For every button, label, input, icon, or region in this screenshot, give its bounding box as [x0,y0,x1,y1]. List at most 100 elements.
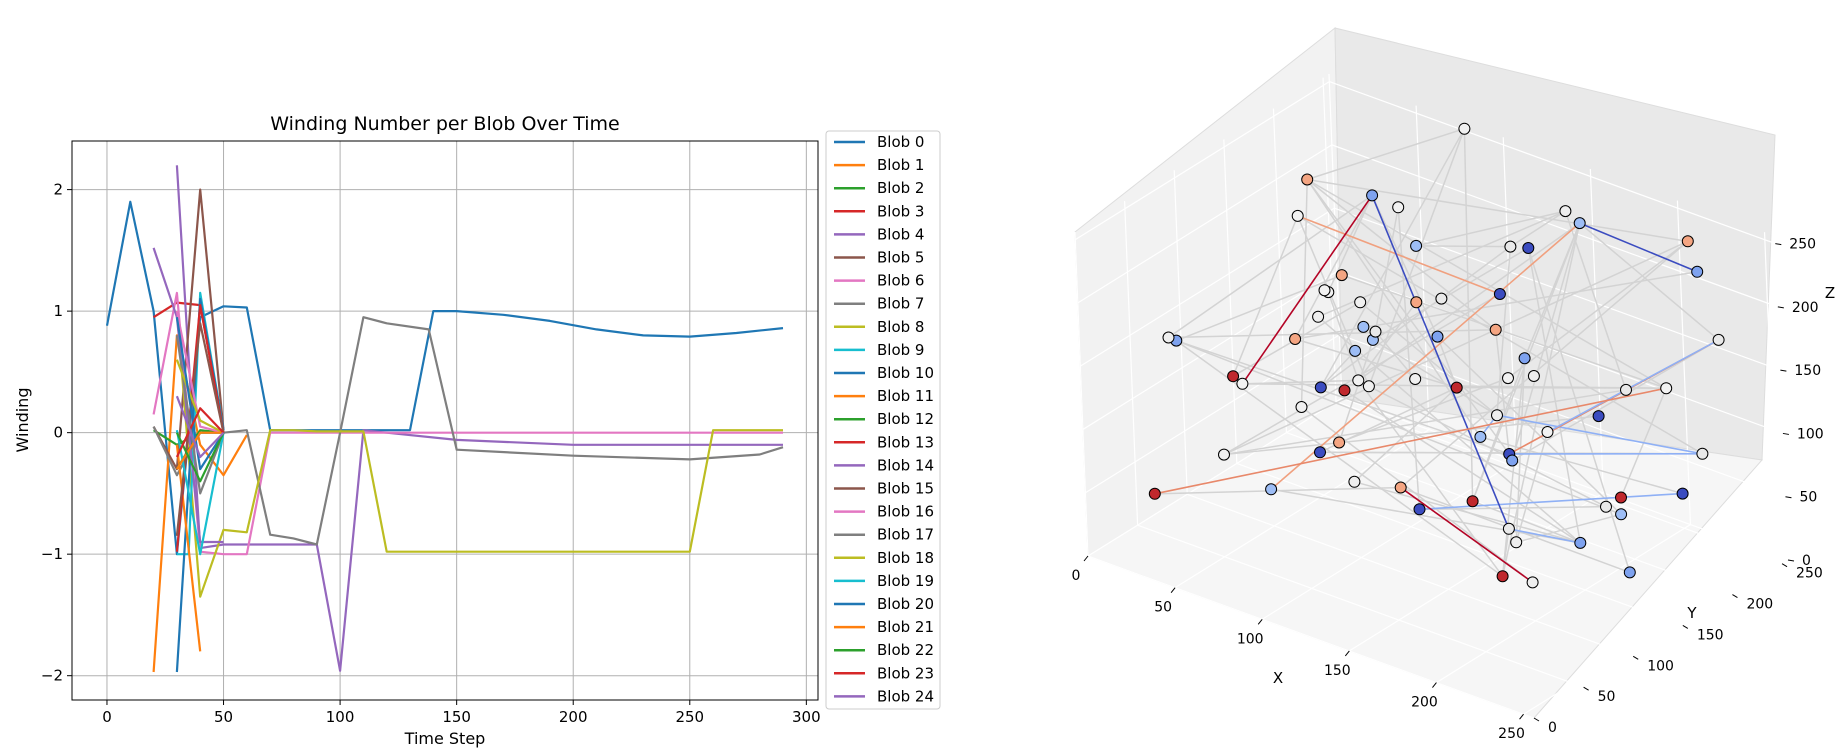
path-segment [1368,385,1607,508]
z-tick-label-3d: 0 [1802,553,1811,569]
path-segment [1494,329,1510,455]
series-line-19 [175,429,225,556]
grid-line-3d [1523,555,1778,715]
scatter-point [1362,380,1375,393]
x-tick-label: 100 [326,708,355,726]
z-tick-label-3d: 200 [1792,300,1819,316]
scatter-point [1410,296,1423,309]
legend-label: Blob 1 [877,156,924,174]
path-segment [1400,240,1689,489]
scatter-point [1574,536,1587,549]
scatter-point [1289,333,1302,345]
scatter-point [1510,536,1523,549]
z-tick-label-3d: 150 [1794,363,1821,379]
z-tick-label-3d: 100 [1797,426,1824,442]
path-segment-colored [1400,486,1534,584]
x-tick-label-3d: 200 [1411,695,1438,711]
y-tick-label-3d: 0 [1548,720,1557,736]
series-line-22 [175,432,225,483]
series-line-11 [175,444,202,652]
path-segment [1306,178,1667,389]
grid-line-3d [1329,81,1776,245]
scatter-point [1335,269,1348,282]
path-segment [1579,222,1720,341]
scatter-point [1318,284,1331,297]
path-segment-colored [1419,492,1683,511]
y-ticks: −2 −1 0 1 2 [41,181,72,685]
path-segment [1327,195,1373,293]
path-segment [1480,436,1683,495]
legend: Blob 0 Blob 1 Blob 2 Blob 3 Blob 4 Blob 5 Blob… [825,130,941,710]
z-axis-label-3d: Z [1825,284,1835,302]
y-tick-label-3d: 50 [1598,689,1616,705]
legend-label: Blob 11 [877,387,934,405]
grid-line-3d [1272,108,1288,433]
path-segment [1306,179,1510,455]
scatter-point [1712,333,1725,346]
grid-line-3d [1124,201,1139,526]
z-tick-mark-3d [1787,559,1795,562]
grid-line-3d [1336,270,1784,435]
path-segment [1176,274,1343,342]
scatter-point [1691,265,1704,278]
grid-line-3d [1174,429,1430,589]
scatter-point [1676,487,1689,500]
x-tick-mark-3d [1432,682,1437,688]
path-segment [1327,291,1359,381]
path-segment-colored [1270,222,1581,490]
plot-frame [71,140,819,701]
legend-label: Blob 0 [877,133,924,151]
series-line-6 [152,291,783,556]
series-line-24 [175,395,225,459]
grid-line-3d [1328,73,1343,399]
grid-line-3d [1676,200,1692,525]
x-ticks: 0 50 100 150 200 250 300 [102,700,821,726]
scatter-point [1491,409,1503,422]
scatter-point [1615,508,1628,521]
path-segment-colored [1297,215,1501,295]
y-tick-label-3d: 250 [1796,566,1823,582]
path-segment [1354,481,1581,544]
path-segment [1223,389,1627,456]
scatter-point [1148,487,1161,500]
legend-label: Blob 12 [877,410,934,428]
path-segment [1353,387,1458,483]
grid-line-3d [1074,81,1330,241]
scatter-point [1392,201,1405,214]
scatter-point [1502,522,1515,535]
grid-line-3d [1334,207,1781,371]
y-tick-mark-3d [1533,717,1540,722]
scatter-point [1502,372,1514,385]
scatter-point [1681,235,1694,248]
grid-line-3d [1087,555,1535,719]
scatter-point [1696,447,1709,460]
grid-line-3d [1589,168,1604,493]
x-tick-mark-3d [1344,650,1350,657]
x-tick-label: 300 [792,708,821,726]
path-segment [1306,179,1482,438]
y-axis-label-3d: Y [1686,604,1697,622]
scatter-point [1162,331,1175,344]
scatter-point [1265,483,1278,496]
series-line-16 [175,310,224,434]
legend-label: Blob 21 [877,618,934,636]
scatter-point [1301,173,1314,186]
grid-line-3d [1077,144,1333,304]
path-segment-colored [1371,195,1510,530]
series-line-18 [175,359,225,434]
legend-label: Blob 7 [877,295,924,313]
legend-label: Blob 13 [877,433,934,451]
grid-line-3d [1173,170,1188,495]
path-segment [1344,389,1581,544]
scatter-point [1357,320,1370,333]
legend-label: Blob 5 [877,249,924,267]
path-segment [1154,486,1401,495]
y-tick-mark-3d [1732,594,1738,598]
grid-line-3d [1322,77,1337,402]
y-tick-mark-3d [1682,624,1689,629]
path-segment [1515,431,1549,543]
series-line-7 [152,316,784,546]
scatter-point [1600,500,1612,513]
